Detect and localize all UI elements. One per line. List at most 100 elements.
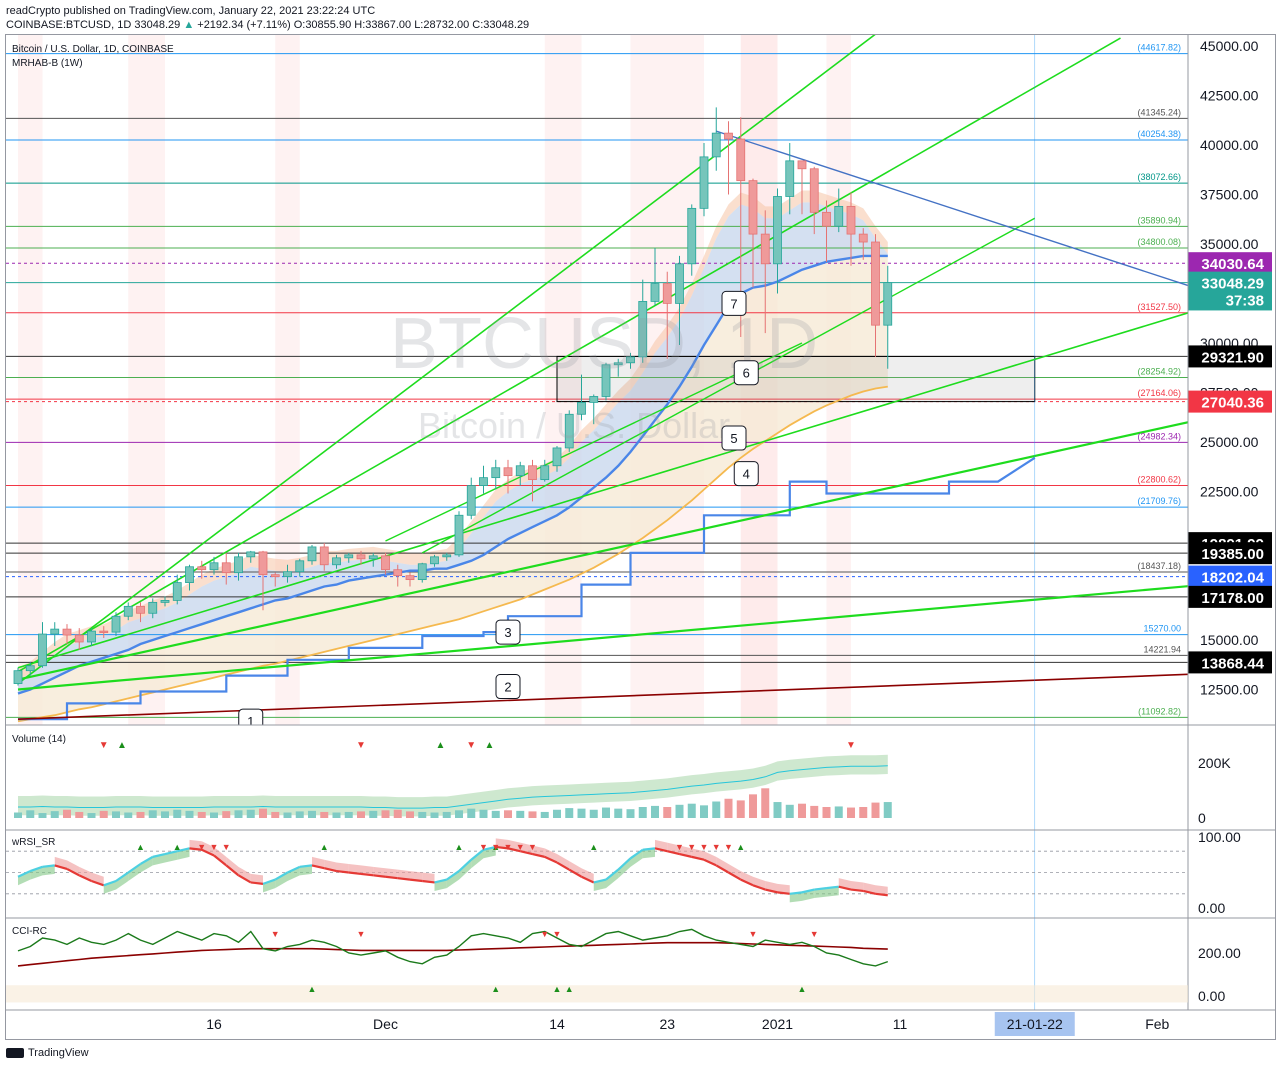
marker-label-4: 4 (743, 467, 750, 482)
volume-bar-51 (638, 807, 647, 818)
rsi-segment-58 (715, 864, 730, 874)
ma-long-line (17, 385, 888, 723)
volume-up-signal-icon: ▲ (485, 740, 495, 751)
price-tag-bg-3 (1188, 345, 1272, 368)
cci-up-signal-icon: ▲ (798, 984, 807, 994)
candle-body-5 (74, 634, 84, 643)
volume-bar-55 (687, 803, 696, 818)
trend-line-3 (17, 312, 1188, 669)
rsi-segment-52 (642, 847, 656, 851)
price-tag-text-2: 37:38 (1226, 292, 1264, 309)
volume-bar-32 (406, 811, 414, 818)
volume-bar-47 (589, 809, 598, 818)
rsi-ribbon-37 (459, 859, 472, 880)
price-tag-bg-4 (1188, 390, 1272, 413)
candle-body-31 (393, 569, 403, 577)
rsi-ribbon-33 (410, 871, 423, 882)
level-label-5: (34800.08) (1137, 237, 1181, 247)
volume-bar-6 (87, 813, 96, 818)
rsi-segment-1 (17, 870, 31, 878)
volume-bar-60 (749, 794, 757, 818)
cci-up-signal-icon: ▲ (491, 984, 500, 994)
level-label-13: 15270.00 (1143, 624, 1181, 634)
volume-down-signal-icon: ▼ (356, 740, 366, 751)
candle-body-15 (197, 566, 207, 571)
y-tick-label: 45000.00 (1200, 38, 1259, 54)
price-tag-2: 37:38 (1188, 288, 1272, 311)
candle-body-69 (858, 233, 868, 243)
level-label-8: (27164.06) (1137, 388, 1181, 398)
volume-up-signal-icon: ▲ (436, 740, 446, 751)
candle-body-7 (99, 630, 109, 633)
rsi-pane: ▲ ▲ ▲ ▲ ▲ ▲ ▲▼ ▼ ▼ ▼ ▼ ▼ ▼ ▼ ▼ ▼ ▼ ▼ ▼ (6, 838, 1188, 903)
rsi-ribbon-57 (704, 851, 717, 866)
price-tag-text-4: 27040.36 (1201, 395, 1264, 412)
volume-bar-25 (320, 811, 329, 818)
volume-bar-57 (712, 801, 721, 818)
candle-body-21 (270, 574, 280, 578)
rsi-down-signal-icon: ▼ (222, 842, 231, 852)
volume-bar-15 (197, 811, 206, 818)
header: readCrypto published on TradingView.com,… (0, 0, 1280, 34)
volume-bar-58 (724, 798, 733, 818)
candle-body-8 (111, 615, 121, 633)
rsi-segment-39 (483, 845, 496, 851)
volume-bar-18 (234, 810, 243, 818)
trend-line-4 (17, 585, 1188, 691)
level-label-10: (22800.62) (1137, 475, 1181, 485)
rsi-segment-37 (458, 858, 472, 872)
cci-down-signal-icon: ▼ (540, 929, 549, 939)
cci-pane: ▲ ▲ ▲ ▲ ▲▼ ▼ ▼ ▼ ▼ ▼ (6, 928, 1188, 1003)
rsi-segment-24 (299, 864, 313, 868)
cci-y-tick: 0.00 (1198, 988, 1225, 1004)
rsi-segment-18 (225, 864, 240, 877)
level-label-14: 14221.94 (1143, 644, 1181, 654)
candle-body-35 (442, 554, 452, 558)
candle-body-33 (417, 563, 427, 581)
level-label-4: (35890.94) (1137, 215, 1181, 225)
marker-box-3 (495, 619, 521, 645)
cci-down-signal-icon: ▼ (357, 929, 366, 939)
rsi-segment-63 (777, 891, 790, 895)
candle-body-61 (760, 233, 770, 265)
rsi-ribbon-51 (630, 849, 643, 867)
cci-up-signal-icon: ▲ (308, 984, 317, 994)
marker-7: 7 (721, 290, 747, 316)
level-label-0: (44617.82) (1137, 43, 1181, 53)
volume-bar-62 (773, 802, 782, 818)
rsi-segment-12 (152, 852, 166, 858)
candle-body-30 (381, 555, 390, 571)
rsi-down-signal-icon: ▼ (675, 842, 684, 852)
volume-bar-17 (222, 811, 231, 818)
candle-body-45 (564, 413, 574, 449)
candle-body-39 (491, 467, 501, 479)
rsi-segment-43 (532, 852, 545, 858)
candle-body-57 (711, 132, 721, 158)
candle-body-44 (552, 447, 562, 467)
level-label-2: (40254.38) (1137, 129, 1181, 139)
rsi-segment-29 (360, 872, 374, 877)
rsi-segment-65 (801, 888, 815, 894)
candle-body-59 (736, 138, 746, 182)
rsi-segment-27 (336, 869, 349, 874)
rsi-ribbon-36 (446, 871, 459, 889)
price-tag-6: 19385.00 (1188, 542, 1272, 565)
price-tag-bg-9 (1188, 651, 1272, 674)
candle-body-50 (626, 356, 635, 364)
candle-body-1 (25, 665, 35, 672)
marker-3: 3 (495, 619, 521, 645)
volume-bar-70 (871, 802, 880, 818)
rsi-segment-51 (629, 848, 644, 860)
volume-down-signal-icon: ▼ (99, 740, 109, 751)
rsi-down-signal-icon: ▼ (687, 842, 696, 852)
y-tick-label: 12500.00 (1200, 682, 1259, 698)
candle-body-62 (773, 196, 782, 265)
rsi-ribbon-49 (606, 869, 619, 889)
volume-bar-9 (124, 812, 133, 818)
rsi-up-signal-icon: ▲ (136, 842, 145, 852)
symbol-price: COINBASE:BTCUSD, 1D 33048.29 (6, 19, 181, 31)
volume-bar-14 (185, 810, 194, 818)
price-tag-bg-1 (1188, 271, 1272, 294)
volume-bar-49 (614, 808, 623, 818)
